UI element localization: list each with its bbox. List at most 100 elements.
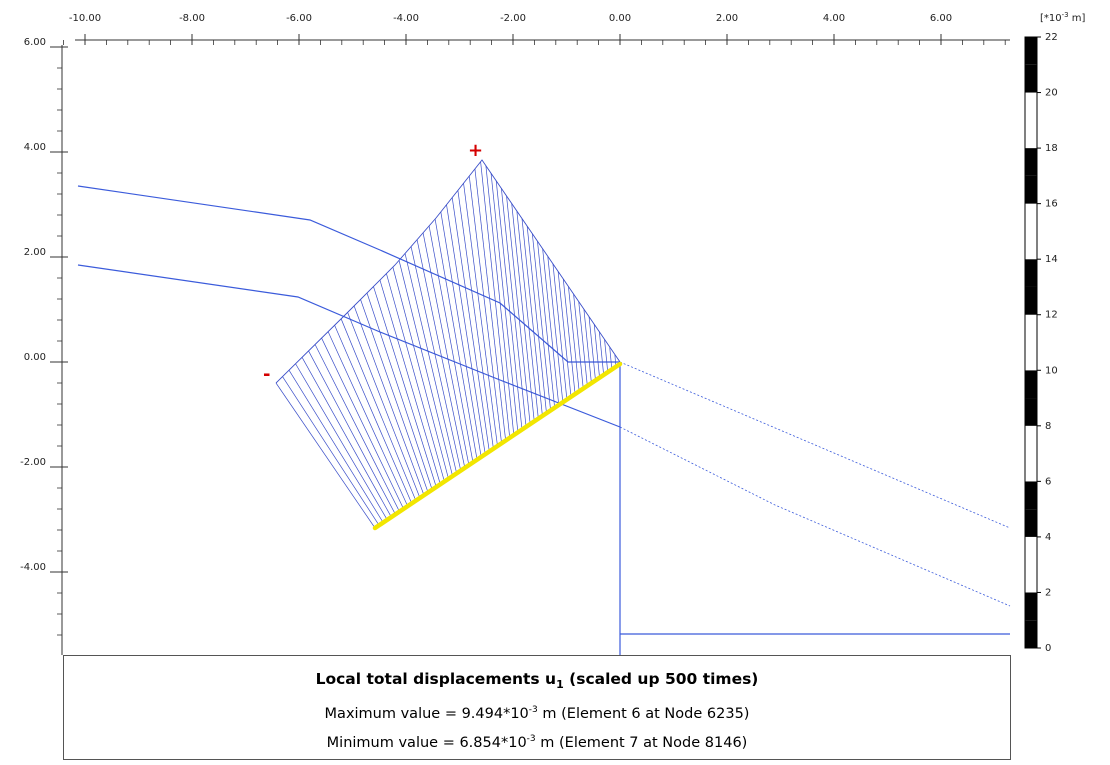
hatch-line <box>446 204 486 455</box>
colorbar-segment <box>1025 620 1037 648</box>
hatch-line <box>301 357 392 518</box>
hatch-line <box>562 278 576 395</box>
hatch-line <box>327 331 408 507</box>
top-axis-tick-label: -6.00 <box>286 13 312 24</box>
hatch-line <box>531 233 551 411</box>
top-axis-tick-label: 2.00 <box>716 13 738 24</box>
top-axis-tick-label: 0.00 <box>609 13 631 24</box>
legend-box: Local total displacements u1 (scaled up … <box>63 655 1011 760</box>
top-axis-tick-label: 4.00 <box>823 13 845 24</box>
lower-ground-line <box>77 264 621 428</box>
colorbar-segment <box>1025 120 1037 149</box>
hatch-line <box>511 203 535 422</box>
colorbar-segment <box>1025 342 1037 371</box>
hatch-line <box>506 195 531 425</box>
hatch-line <box>314 344 400 512</box>
colorbar-segment <box>1025 398 1037 426</box>
hatch-line <box>353 305 425 496</box>
hatch-line <box>288 369 384 523</box>
colorbar-segment <box>1025 231 1037 260</box>
hatch-line <box>360 299 429 493</box>
left-axis-tick-label: 4.00 <box>24 142 46 153</box>
left-axis: 6.00 4.00 2.00 0.00 -2.00 -4.00 <box>20 37 68 655</box>
colorbar-segment <box>1025 175 1037 204</box>
legend-title: Local total displacements u1 (scaled up … <box>315 670 759 692</box>
hatch-line <box>386 273 445 482</box>
hatch-line <box>604 339 609 373</box>
left-axis-tick-label: 6.00 <box>24 37 46 48</box>
hatch-line <box>440 211 482 457</box>
max-marker: + <box>468 140 483 161</box>
hatch-line <box>457 190 494 449</box>
upper-ground-line <box>77 185 620 363</box>
hatch-line <box>568 286 580 392</box>
hatch-line <box>501 188 527 427</box>
displacement-envelope <box>275 159 621 384</box>
colorbar-tick-label: 18 <box>1045 143 1058 154</box>
colorbar-tick-label: 10 <box>1045 365 1058 376</box>
hatch-line <box>334 325 413 504</box>
colorbar-segment <box>1025 509 1037 537</box>
colorbar-segment <box>1025 92 1037 121</box>
top-axis-tick-label: 6.00 <box>930 13 952 24</box>
hatch-line <box>526 226 547 414</box>
hatch-line <box>490 173 519 433</box>
hatch-line <box>557 271 572 397</box>
hatch-line <box>392 267 449 479</box>
hatch-line <box>552 263 568 400</box>
top-axis-tick-label: -2.00 <box>500 13 526 24</box>
colorbar-tick-label: 8 <box>1045 421 1051 432</box>
hatch-line <box>599 331 605 375</box>
retaining-wall <box>372 361 623 531</box>
hatch-line <box>379 279 441 485</box>
hatch-line <box>578 301 588 386</box>
colorbar-segment <box>1025 64 1037 93</box>
hatch-line <box>583 309 592 384</box>
hatch-line <box>480 161 511 438</box>
min-marker: - <box>263 364 270 385</box>
min-value-line: Minimum value = 6.854*10-3 m (Element 7 … <box>326 733 748 751</box>
hatch-line <box>428 225 474 463</box>
left-axis-tick-label: 0.00 <box>24 352 46 363</box>
top-axis-tick-label: -8.00 <box>179 13 205 24</box>
colorbar-tick-label: 12 <box>1045 310 1058 321</box>
hatch-line <box>282 376 380 526</box>
hatch-line <box>398 260 453 477</box>
left-axis-tick-label: -4.00 <box>20 562 46 573</box>
hatch-line <box>340 318 417 501</box>
colorbar-segment <box>1025 564 1037 593</box>
hatch-line <box>593 324 600 378</box>
hatch-line <box>521 218 543 416</box>
hatch-line <box>373 286 437 488</box>
displacement-hatch <box>275 161 621 529</box>
left-axis-tick-label: 2.00 <box>24 247 46 258</box>
hatch-line <box>588 316 596 381</box>
colorbar-segment <box>1025 592 1037 621</box>
hatch-line <box>422 232 470 466</box>
hatch-line <box>468 176 502 444</box>
colorbar-tick-label: 0 <box>1045 643 1051 654</box>
hatch-line <box>295 363 388 520</box>
colorbar-tick-label: 4 <box>1045 532 1051 543</box>
colorbar-tick-label: 6 <box>1045 476 1051 487</box>
hatch-line <box>275 382 376 529</box>
colorbar-unit: [*10-3 m] <box>1040 11 1086 24</box>
hatch-line <box>321 337 404 510</box>
hatch-line <box>495 180 523 430</box>
colorbar-segment <box>1025 536 1037 565</box>
top-axis-tick-label: -4.00 <box>393 13 419 24</box>
hatch-line <box>537 241 556 408</box>
hatch-line <box>542 248 560 406</box>
hatch-line <box>485 165 515 436</box>
colorbar-tick-label: 2 <box>1045 587 1051 598</box>
hatch-line <box>366 292 433 490</box>
colorbar-segment <box>1025 37 1037 65</box>
hatch-line <box>516 210 539 419</box>
colorbar-segment <box>1025 370 1037 399</box>
max-value-line: Maximum value = 9.494*10-3 m (Element 6 … <box>324 705 750 722</box>
hatch-line <box>410 246 462 471</box>
colorbar-tick-label: 14 <box>1045 254 1058 265</box>
colorbar-segment <box>1025 286 1037 315</box>
